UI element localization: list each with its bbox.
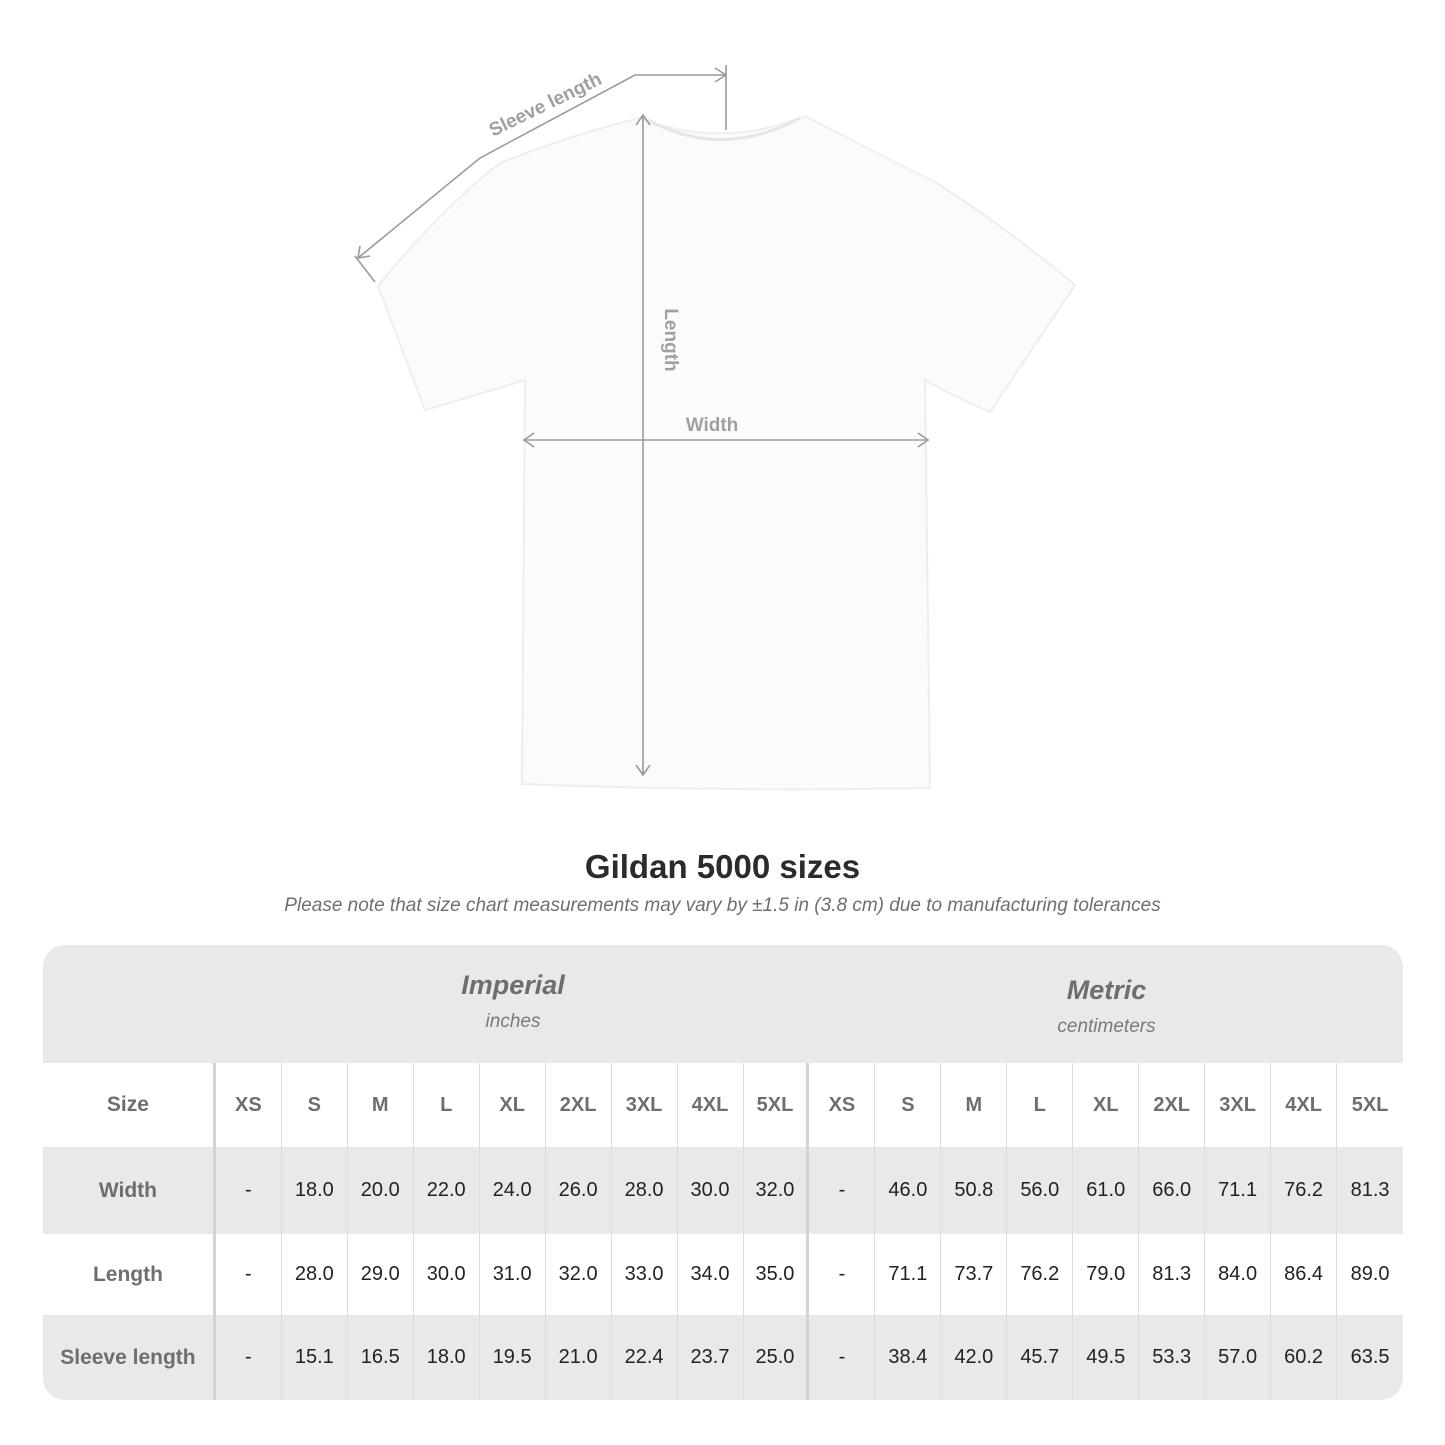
size-header-imperial: 3XL bbox=[612, 1063, 678, 1147]
size-header-imperial: 4XL bbox=[678, 1063, 744, 1147]
size-header-metric: M bbox=[941, 1063, 1008, 1147]
cell-metric: 86.4 bbox=[1271, 1234, 1338, 1315]
cell-imperial: 16.5 bbox=[348, 1315, 414, 1400]
unit-header-band bbox=[43, 945, 1403, 1063]
cell-imperial: 18.0 bbox=[282, 1147, 348, 1234]
cell-imperial: 24.0 bbox=[480, 1147, 546, 1234]
length-label: Length bbox=[660, 308, 681, 371]
table-row: Width -18.0 20.0 22.0 24.0 26.0 28.0 30.0 32.0-4… bbox=[43, 1147, 1403, 1234]
row-label: Width bbox=[43, 1147, 216, 1234]
size-header-imperial: XL bbox=[480, 1063, 546, 1147]
cell-imperial: 32.0 bbox=[744, 1147, 810, 1234]
cell-imperial: - bbox=[216, 1315, 282, 1400]
cell-metric: 46.0 bbox=[875, 1147, 942, 1234]
size-table: Imperial inches Metric centimeters Size X… bbox=[43, 945, 1403, 1400]
cell-metric: 71.1 bbox=[875, 1234, 942, 1315]
tolerance-note: Please note that size chart measurements… bbox=[284, 895, 1161, 916]
cell-imperial: - bbox=[216, 1234, 282, 1315]
cell-metric: - bbox=[809, 1147, 876, 1234]
size-header-row: Size XS S M L XL 2XL 3XL 4XL 5XL XS S M L XL 2XL 3XL 4XL 5… bbox=[43, 1063, 1403, 1147]
cell-imperial: 32.0 bbox=[546, 1234, 612, 1315]
imperial-header: Imperial inches bbox=[216, 970, 810, 1033]
cell-metric: 81.3 bbox=[1139, 1234, 1206, 1315]
cell-metric: 71.1 bbox=[1205, 1147, 1272, 1234]
cell-imperial: 19.5 bbox=[480, 1315, 546, 1400]
cell-imperial: 31.0 bbox=[480, 1234, 546, 1315]
metric-title: Metric bbox=[1066, 975, 1147, 1005]
table-row: Length -28.0 29.0 30.0 31.0 32.0 33.0 34.0 35.0-… bbox=[43, 1234, 1403, 1315]
cell-metric: 84.0 bbox=[1205, 1234, 1272, 1315]
size-header-imperial: L bbox=[414, 1063, 480, 1147]
sleeve-length-label: Sleeve length bbox=[486, 69, 605, 142]
cell-metric: 45.7 bbox=[1007, 1315, 1074, 1400]
cell-imperial: 21.0 bbox=[546, 1315, 612, 1400]
cell-imperial: 33.0 bbox=[612, 1234, 678, 1315]
cell-imperial: 26.0 bbox=[546, 1147, 612, 1234]
row-label: Sleeve length bbox=[43, 1315, 216, 1400]
cell-metric: 42.0 bbox=[941, 1315, 1008, 1400]
size-header-imperial: 2XL bbox=[546, 1063, 612, 1147]
cell-imperial: 15.1 bbox=[282, 1315, 348, 1400]
cell-imperial: 29.0 bbox=[348, 1234, 414, 1315]
cell-imperial: 30.0 bbox=[678, 1147, 744, 1234]
cell-metric: 60.2 bbox=[1271, 1315, 1338, 1400]
cell-metric: 38.4 bbox=[875, 1315, 942, 1400]
cell-metric: 61.0 bbox=[1073, 1147, 1140, 1234]
cell-metric: - bbox=[809, 1234, 876, 1315]
cell-imperial: 23.7 bbox=[678, 1315, 744, 1400]
cell-metric: 56.0 bbox=[1007, 1147, 1074, 1234]
tshirt-shape bbox=[376, 114, 1077, 791]
size-header-metric: S bbox=[875, 1063, 942, 1147]
size-header-metric: 5XL bbox=[1351, 1093, 1389, 1116]
cell-metric: 89.0 bbox=[1350, 1263, 1390, 1285]
cell-metric: 81.3 bbox=[1350, 1179, 1390, 1201]
cell-metric: 66.0 bbox=[1139, 1147, 1206, 1234]
width-label: Width bbox=[686, 415, 739, 436]
metric-header: Metric centimeters bbox=[810, 975, 1403, 1038]
tshirt-diagram: Sleeve length Length Width bbox=[354, 65, 1077, 791]
cell-metric: - bbox=[809, 1315, 876, 1400]
cell-metric: 76.2 bbox=[1007, 1234, 1074, 1315]
cell-imperial: 22.0 bbox=[414, 1147, 480, 1234]
metric-unit: centimeters bbox=[1057, 1016, 1156, 1037]
cell-imperial: 35.0 bbox=[744, 1234, 810, 1315]
size-header-metric: 3XL bbox=[1205, 1063, 1272, 1147]
cell-metric: 50.8 bbox=[941, 1147, 1008, 1234]
measurement-lines bbox=[354, 65, 930, 777]
table-row: Sleeve length -15.1 16.5 18.0 19.5 21.0 22.4 23… bbox=[43, 1315, 1403, 1400]
size-header-imperial: S bbox=[282, 1063, 348, 1147]
cell-imperial: 20.0 bbox=[348, 1147, 414, 1234]
cell-metric: 76.2 bbox=[1271, 1147, 1338, 1234]
size-header-metric: XS bbox=[809, 1063, 876, 1147]
cell-metric: 57.0 bbox=[1205, 1315, 1272, 1400]
cell-imperial: 18.0 bbox=[414, 1315, 480, 1400]
cell-metric: 63.5 bbox=[1350, 1346, 1390, 1368]
cell-metric: 49.5 bbox=[1073, 1315, 1140, 1400]
imperial-unit: inches bbox=[485, 1011, 541, 1032]
size-header-imperial: 5XL bbox=[744, 1063, 810, 1147]
cell-imperial: 34.0 bbox=[678, 1234, 744, 1315]
size-header-metric: 4XL bbox=[1271, 1063, 1338, 1147]
cell-imperial: 28.0 bbox=[282, 1234, 348, 1315]
cell-imperial: 30.0 bbox=[414, 1234, 480, 1315]
size-header-metric: L bbox=[1007, 1063, 1074, 1147]
size-header-metric: XL bbox=[1073, 1063, 1140, 1147]
cell-metric: 79.0 bbox=[1073, 1234, 1140, 1315]
cell-imperial: 25.0 bbox=[744, 1315, 810, 1400]
page-title: Gildan 5000 sizes bbox=[584, 848, 861, 885]
imperial-title: Imperial bbox=[461, 970, 565, 1000]
row-label: Length bbox=[43, 1234, 216, 1315]
size-header-imperial: XS bbox=[216, 1063, 282, 1147]
size-header-metric: 2XL bbox=[1139, 1063, 1206, 1147]
cell-metric: 73.7 bbox=[941, 1234, 1008, 1315]
size-header-imperial: M bbox=[348, 1063, 414, 1147]
cell-imperial: - bbox=[216, 1147, 282, 1234]
cell-metric: 53.3 bbox=[1139, 1315, 1206, 1400]
cell-imperial: 22.4 bbox=[612, 1315, 678, 1400]
row-label: Size bbox=[43, 1063, 216, 1147]
cell-imperial: 28.0 bbox=[612, 1147, 678, 1234]
